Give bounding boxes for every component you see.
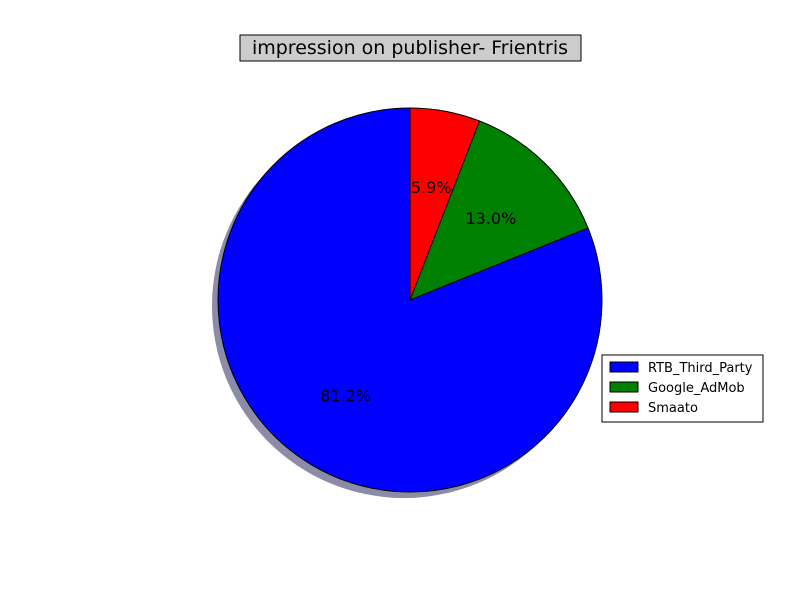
pie-percent-label: 81.2% <box>320 387 371 406</box>
chart-title-box <box>239 34 582 62</box>
legend-label: Google_AdMob <box>648 381 745 396</box>
legend-swatch <box>609 381 639 393</box>
pie-slice-smaato <box>409 107 481 301</box>
legend-swatch <box>609 361 639 373</box>
legend-label: RTB_Third_Party <box>648 361 753 376</box>
pie-percent-label: 5.9% <box>411 178 452 197</box>
pie-slices <box>217 107 603 493</box>
chart-title: impression on publisher- Frientris <box>252 37 568 59</box>
chart-legend: RTB_Third_Party Google_AdMob Smaato <box>601 354 764 423</box>
legend-swatch <box>609 401 639 413</box>
pie-percent-labels: 81.2% 13.0% 5.9% <box>320 178 516 406</box>
pie-percent-label: 13.0% <box>465 209 516 228</box>
chart-title-group: impression on publisher- Frientris <box>239 34 582 62</box>
pie-slice-google-admob <box>409 120 589 301</box>
legend-label: Smaato <box>648 401 698 416</box>
